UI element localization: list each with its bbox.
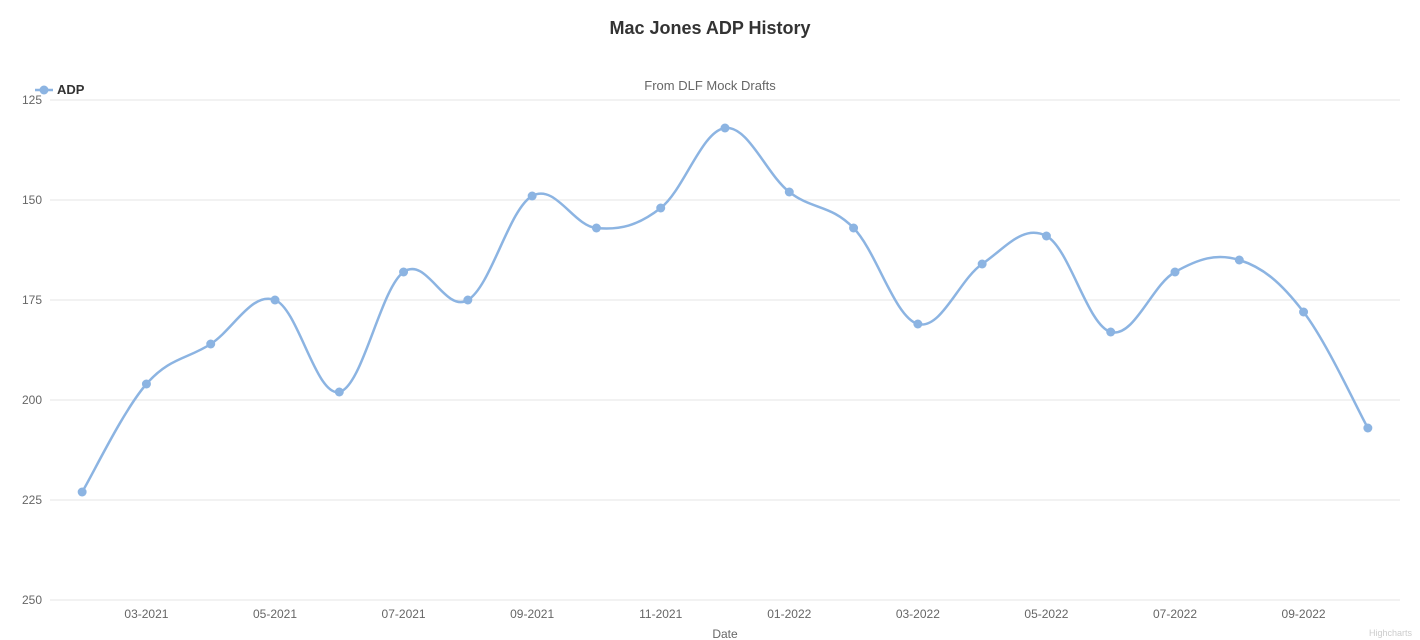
- x-tick-label: 07-2021: [382, 607, 426, 621]
- series-point[interactable]: [1106, 328, 1115, 337]
- series-point[interactable]: [913, 320, 922, 329]
- series-point[interactable]: [1363, 424, 1372, 433]
- series-point[interactable]: [399, 268, 408, 277]
- series-line-adp[interactable]: [82, 128, 1368, 492]
- series-point[interactable]: [463, 296, 472, 305]
- x-tick-label: 03-2022: [896, 607, 940, 621]
- y-tick-label: 225: [22, 493, 42, 507]
- series-point[interactable]: [721, 124, 730, 133]
- legend[interactable]: ADP: [35, 82, 84, 97]
- series-point[interactable]: [1299, 308, 1308, 317]
- series-point[interactable]: [1042, 232, 1051, 241]
- y-tick-label: 250: [22, 593, 42, 607]
- series-point[interactable]: [1171, 268, 1180, 277]
- x-tick-label: 11-2021: [639, 607, 682, 621]
- series-point[interactable]: [785, 188, 794, 197]
- series-point[interactable]: [271, 296, 280, 305]
- x-tick-label: 05-2022: [1024, 607, 1068, 621]
- plot-area: 12515017520022525003-202105-202107-20210…: [0, 0, 1420, 640]
- x-tick-label: 01-2022: [767, 607, 811, 621]
- chart-subtitle: From DLF Mock Drafts: [0, 78, 1420, 93]
- x-axis-label: Date: [712, 627, 738, 640]
- series-point[interactable]: [849, 224, 858, 233]
- series-point[interactable]: [335, 388, 344, 397]
- y-tick-label: 175: [22, 293, 42, 307]
- legend-marker-icon: [35, 84, 53, 96]
- x-tick-label: 09-2022: [1282, 607, 1326, 621]
- y-tick-label: 150: [22, 193, 42, 207]
- series-point[interactable]: [142, 380, 151, 389]
- x-tick-label: 07-2022: [1153, 607, 1197, 621]
- x-tick-label: 03-2021: [124, 607, 168, 621]
- credits-label: Highcharts: [1369, 628, 1413, 638]
- chart-container: Mac Jones ADP History From DLF Mock Draf…: [0, 0, 1420, 640]
- y-tick-label: 200: [22, 393, 42, 407]
- series-point[interactable]: [1235, 256, 1244, 265]
- series-point[interactable]: [206, 340, 215, 349]
- x-tick-label: 05-2021: [253, 607, 297, 621]
- series-point[interactable]: [592, 224, 601, 233]
- series-point[interactable]: [78, 488, 87, 497]
- series-point[interactable]: [528, 192, 537, 201]
- x-tick-label: 09-2021: [510, 607, 554, 621]
- series-point[interactable]: [978, 260, 987, 269]
- series-point[interactable]: [656, 204, 665, 213]
- legend-label: ADP: [57, 82, 84, 97]
- chart-title: Mac Jones ADP History: [0, 18, 1420, 39]
